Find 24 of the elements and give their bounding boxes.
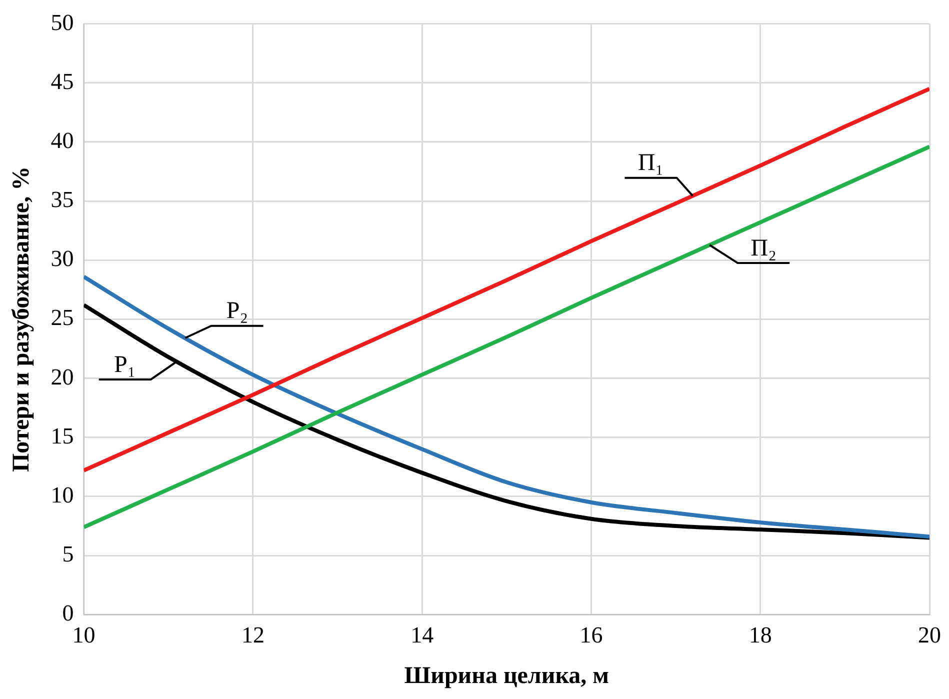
series-label: П₁ [638,150,664,176]
y-tick-label: 10 [50,482,74,508]
x-tick-label: 14 [410,622,434,648]
series-label: P₂ [226,298,248,324]
line-series [84,144,930,530]
y-tick-label: 15 [50,423,74,448]
y-tick-label: 45 [50,68,74,94]
x-tick-label: 18 [748,622,772,648]
y-tick-label: 35 [50,187,74,212]
series-label: P₁ [114,352,136,378]
y-tick-label: 30 [50,246,74,272]
y-tick-label: 20 [50,364,74,390]
line-series [84,86,930,472]
series-label: П₂ [750,235,776,262]
x-tick-label: 12 [241,622,264,648]
x-tick-label: 20 [918,622,941,648]
y-tick-label: 40 [50,128,74,154]
y-tick-label: 50 [50,10,74,35]
x-tick-label: 16 [580,622,603,648]
y-tick-label: 0 [62,600,74,626]
y-axis-title: Потери и разубоживание, % [8,166,35,472]
y-tick-label: 25 [50,305,74,330]
y-tick-label: 5 [62,542,74,567]
x-axis-title: Ширина целика, м [404,662,610,689]
